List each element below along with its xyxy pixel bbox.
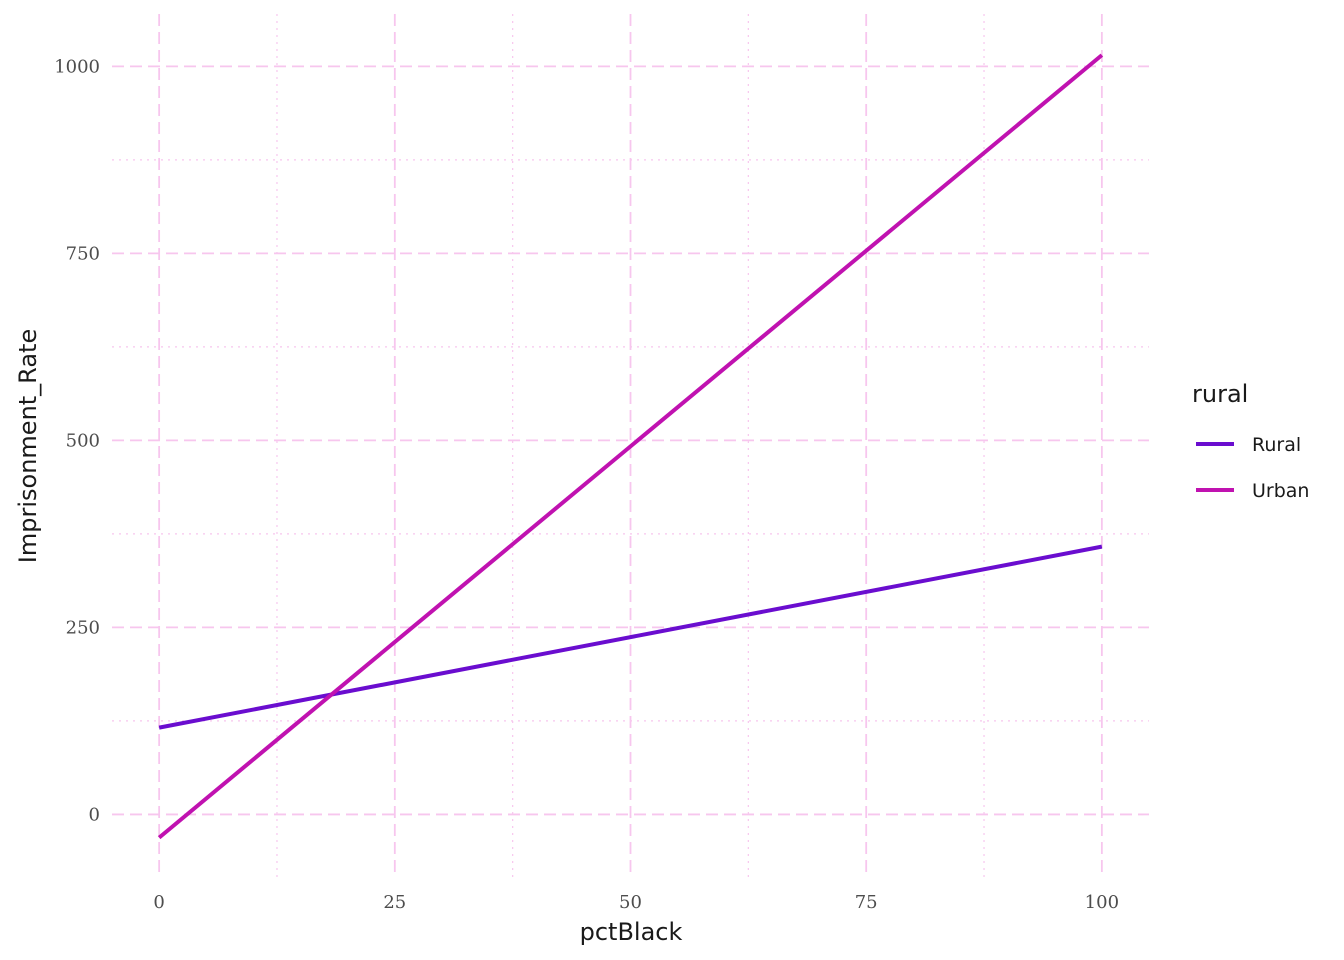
x-tick-label: 0	[153, 892, 164, 913]
x-tick-label: 50	[619, 892, 642, 913]
series-line-urban	[157, 53, 1104, 840]
x-axis-title: pctBlack	[580, 918, 683, 946]
series-lines	[157, 53, 1104, 840]
y-axis-tick-labels: 0 250 500 750 1000	[54, 56, 100, 825]
y-tick-label: 500	[66, 430, 100, 451]
x-axis-tick-labels: 0 25 50 75 100	[153, 892, 1119, 913]
y-tick-label: 0	[89, 804, 100, 825]
major-gridlines	[112, 14, 1149, 878]
legend-label-urban: Urban	[1252, 480, 1309, 502]
legend-label-rural: Rural	[1252, 434, 1301, 456]
legend: rural Rural Urban	[1192, 380, 1309, 502]
y-tick-label: 750	[66, 243, 100, 264]
x-tick-label: 100	[1085, 892, 1119, 913]
x-tick-label: 25	[383, 892, 406, 913]
x-tick-label: 75	[855, 892, 878, 913]
legend-title: rural	[1192, 380, 1248, 408]
y-tick-label: 250	[66, 617, 100, 638]
y-tick-label: 1000	[54, 56, 100, 77]
y-axis-title: Imprisonment_Rate	[14, 329, 42, 563]
series-line-rural	[158, 544, 1103, 730]
